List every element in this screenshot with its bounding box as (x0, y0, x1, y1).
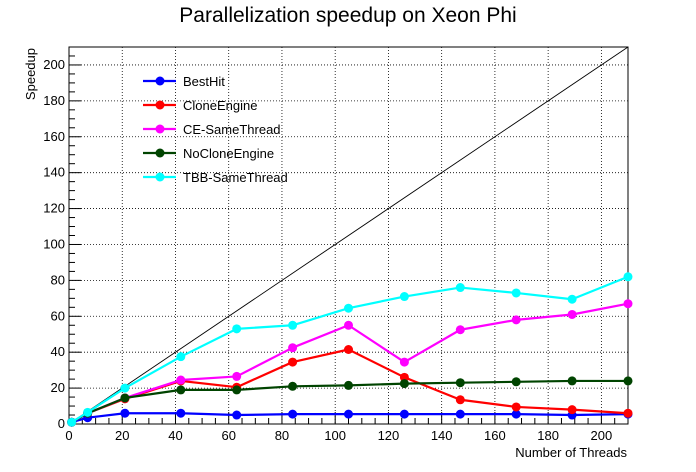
data-point-besthit (288, 409, 298, 419)
data-point-tbb-samethread (511, 288, 521, 298)
y-tick-label: 40 (51, 344, 65, 359)
data-point-ce-samethread (399, 357, 409, 367)
data-point-tbb-samethread (623, 272, 633, 282)
y-tick-label: 80 (51, 272, 65, 287)
series-line-besthit (71, 412, 629, 424)
data-point-nocloneengine (288, 381, 298, 391)
data-point-tbb-samethread (232, 324, 242, 334)
y-tick-label: 120 (43, 201, 65, 216)
x-tick-label: 80 (275, 428, 289, 443)
data-point-besthit (120, 408, 130, 418)
data-point-besthit (455, 409, 465, 419)
x-tick-label: 60 (221, 428, 235, 443)
data-point-nocloneengine (567, 376, 577, 386)
ideal-speedup-line (68, 46, 629, 425)
legend-label-cloneengine: CloneEngine (183, 98, 257, 113)
y-axis-title: Speedup (23, 48, 38, 100)
series-layer (67, 46, 633, 427)
legend-label-besthit: BestHit (183, 74, 225, 89)
data-point-tbb-samethread (455, 283, 465, 293)
x-tick-label: 120 (378, 428, 400, 443)
data-point-ce-samethread (232, 371, 242, 381)
y-tick-label: 160 (43, 129, 65, 144)
y-tick-label: 140 (43, 165, 65, 180)
legend-label-nocloneengine: NoCloneEngine (183, 146, 274, 161)
data-point-ce-samethread (288, 343, 298, 353)
data-point-ce-samethread (623, 299, 633, 309)
x-tick-label: 160 (484, 428, 506, 443)
legend-marker-cloneengine (155, 100, 165, 110)
data-point-cloneengine (567, 405, 577, 415)
data-point-ce-samethread (511, 315, 521, 325)
data-point-ce-samethread (176, 375, 186, 385)
data-point-cloneengine (399, 372, 409, 382)
data-point-ce-samethread (455, 325, 465, 335)
data-point-cloneengine (344, 344, 353, 354)
data-point-nocloneengine (232, 385, 242, 395)
chart-title: Parallelization speedup on Xeon Phi (179, 4, 516, 27)
data-point-tbb-samethread (399, 292, 409, 302)
data-point-tbb-samethread (288, 320, 298, 330)
data-point-tbb-samethread (567, 294, 577, 304)
data-point-ce-samethread (567, 309, 577, 319)
x-tick-label: 40 (168, 428, 182, 443)
data-point-cloneengine (623, 408, 633, 418)
legend-marker-ce-samethread (155, 124, 165, 134)
legend: BestHit CloneEngine CE-SameThread NoCloneEn… (143, 74, 288, 185)
data-point-cloneengine (288, 357, 298, 367)
data-point-besthit (232, 410, 242, 420)
data-point-tbb-samethread (83, 407, 93, 417)
data-point-besthit (176, 408, 186, 418)
x-tick-label: 180 (537, 428, 559, 443)
series-line-tbb-samethread (71, 275, 629, 424)
x-tick-label: 0 (65, 428, 72, 443)
data-point-nocloneengine (120, 393, 130, 403)
y-tick-label: 180 (43, 93, 65, 108)
x-tick-label: 20 (115, 428, 129, 443)
x-tick-label: 140 (431, 428, 453, 443)
data-point-tbb-samethread (67, 417, 77, 427)
legend-marker-nocloneengine (155, 148, 165, 158)
data-point-nocloneengine (455, 378, 465, 388)
y-tick-label: 20 (51, 380, 65, 395)
data-point-besthit (344, 409, 353, 419)
x-axis-title: Number of Threads (515, 445, 627, 460)
x-tick-label: 200 (591, 428, 613, 443)
y-tick-label: 60 (51, 308, 65, 323)
y-tick-label: 100 (43, 236, 65, 251)
data-point-ce-samethread (344, 320, 353, 330)
x-tick-label: 100 (324, 428, 346, 443)
data-point-cloneengine (455, 395, 465, 405)
series-line-nocloneengine (71, 379, 628, 424)
y-tick-label: 0 (58, 416, 65, 431)
data-point-nocloneengine (399, 379, 409, 389)
legend-label-ce-samethread: CE-SameThread (183, 122, 281, 137)
data-point-nocloneengine (623, 376, 633, 386)
legend-marker-tbb-samethread (155, 172, 165, 182)
data-point-besthit (399, 409, 409, 419)
data-point-nocloneengine (176, 385, 186, 395)
data-point-cloneengine (511, 402, 521, 412)
axes-layer: 0 20 40 60 80 100 120 140 160 180 200 0 20 40 60 80 100 1… (43, 46, 629, 443)
data-point-nocloneengine (344, 380, 353, 390)
data-point-tbb-samethread (344, 303, 353, 313)
legend-marker-besthit (155, 76, 165, 86)
data-point-tbb-samethread (120, 383, 130, 393)
data-point-nocloneengine (511, 377, 521, 387)
legend-label-tbb-samethread: TBB-SameThread (183, 170, 288, 185)
y-tick-label: 200 (43, 57, 65, 72)
data-point-besthit (511, 409, 521, 419)
data-point-tbb-samethread (176, 352, 186, 362)
